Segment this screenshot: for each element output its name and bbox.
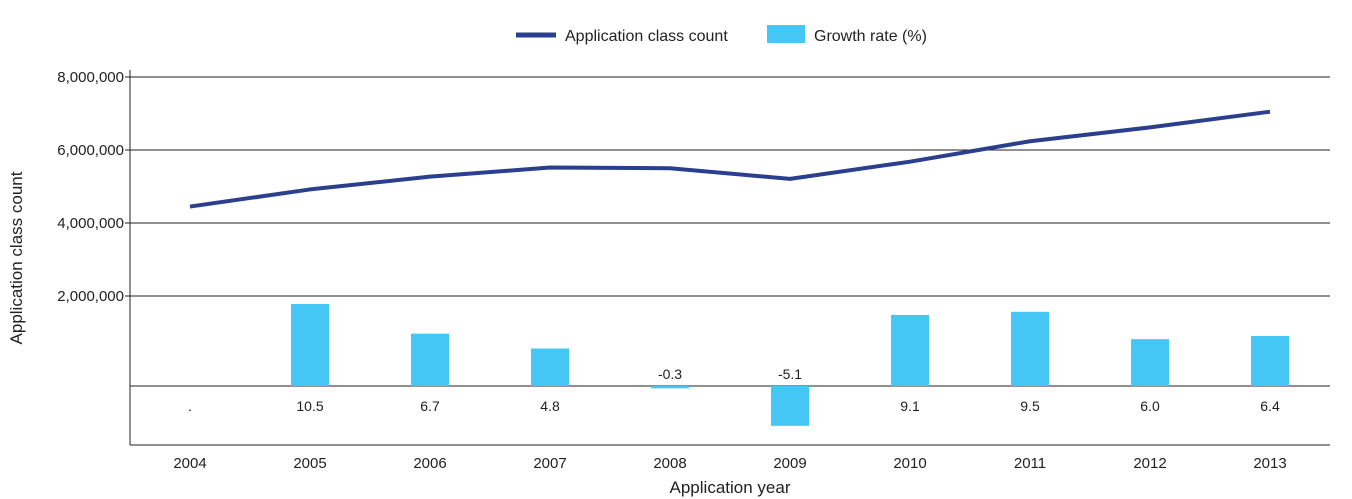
- y-tick-label: 2,000,000: [57, 288, 124, 305]
- x-tick-label: 2006: [413, 455, 446, 472]
- legend-label-bar: Growth rate (%): [814, 28, 927, 45]
- growth-bar: [651, 386, 689, 389]
- bar-data-label: 10.5: [296, 398, 323, 414]
- growth-bar: [1011, 311, 1049, 386]
- growth-bar: [1251, 336, 1289, 386]
- bar-data-label: 6.4: [1260, 398, 1280, 414]
- y-axis-title: Application class count: [7, 171, 26, 344]
- legend-swatch-bar: [767, 25, 805, 43]
- growth-bar: [531, 348, 569, 386]
- bar-data-label: 9.1: [900, 398, 920, 414]
- growth-bar: [291, 304, 329, 386]
- growth-bar: [411, 333, 449, 386]
- x-tick-label: 2009: [773, 455, 806, 472]
- y-tick-label: 6,000,000: [57, 142, 124, 159]
- x-tick-label: 2008: [653, 455, 686, 472]
- bar-data-label: 6.0: [1140, 398, 1160, 414]
- x-tick-label: 2011: [1014, 455, 1046, 472]
- bar-data-label: 4.8: [540, 398, 560, 414]
- x-tick-label: 2007: [533, 455, 566, 472]
- x-tick-label: 2012: [1133, 455, 1166, 472]
- x-tick-label: 2005: [293, 455, 326, 472]
- x-axis-title: Application year: [670, 478, 791, 497]
- bar-data-label: -5.1: [778, 366, 802, 382]
- bar-data-label: -0.3: [658, 366, 682, 382]
- y-tick-label: 4,000,000: [57, 215, 124, 232]
- growth-bar: [771, 386, 809, 426]
- y-tick-label: 8,000,000: [57, 69, 124, 86]
- legend-label-line: Application class count: [565, 28, 728, 45]
- x-tick-label: 2010: [893, 455, 926, 472]
- growth-bar: [891, 314, 929, 386]
- bar-data-label: .: [188, 398, 192, 414]
- x-tick-label: 2013: [1253, 455, 1286, 472]
- legend: Application class count Growth rate (%): [516, 25, 927, 45]
- bar-data-label: 6.7: [420, 398, 440, 414]
- x-tick-label: 2004: [173, 455, 206, 472]
- growth-bar: [1131, 339, 1169, 386]
- count-line: [189, 109, 1271, 209]
- bar-data-label: 9.5: [1020, 398, 1040, 414]
